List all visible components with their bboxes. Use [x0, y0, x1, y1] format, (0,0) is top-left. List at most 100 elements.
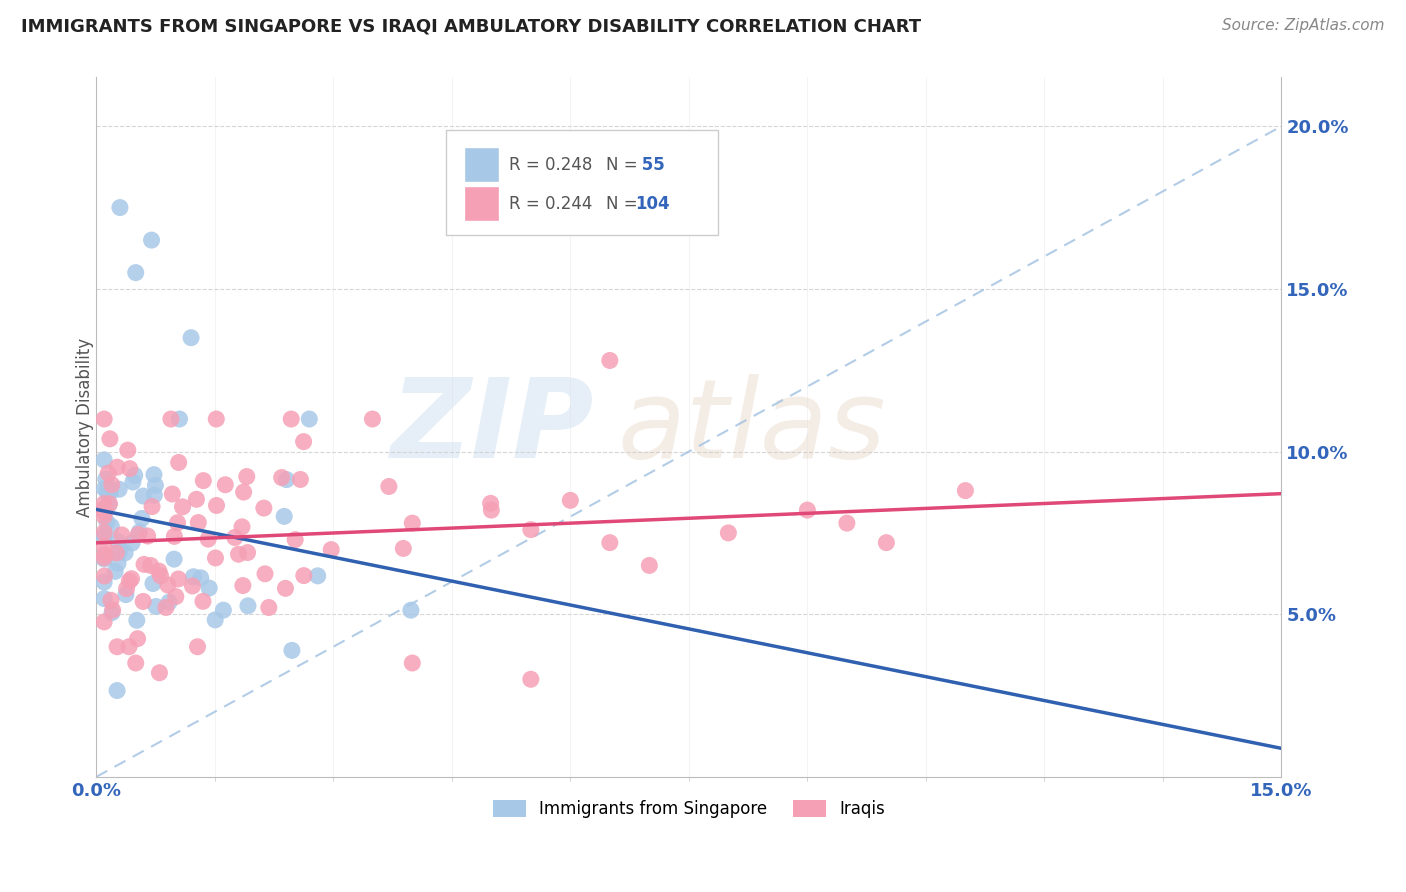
Point — [281, 643, 304, 657]
Point — [93, 482, 115, 496]
Text: R = 0.244: R = 0.244 — [509, 194, 592, 213]
Point — [93, 552, 115, 566]
Point — [280, 412, 302, 426]
Point — [93, 501, 115, 516]
Point — [193, 474, 215, 488]
Text: R = 0.248: R = 0.248 — [509, 156, 592, 174]
Point — [128, 524, 150, 539]
Point — [401, 516, 423, 530]
Point — [139, 558, 162, 573]
Point — [142, 576, 165, 591]
Point — [127, 527, 149, 541]
Point — [98, 497, 121, 511]
Point — [105, 683, 128, 698]
Point — [875, 535, 897, 549]
Point — [167, 455, 190, 469]
Point — [108, 482, 131, 496]
Legend: Immigrants from Singapore, Iraqis: Immigrants from Singapore, Iraqis — [486, 793, 891, 824]
Point — [191, 594, 214, 608]
Point — [111, 528, 134, 542]
Point — [131, 511, 153, 525]
Point — [94, 472, 117, 486]
Point — [122, 475, 145, 489]
Text: N =: N = — [606, 156, 643, 174]
Point — [96, 515, 118, 529]
Point — [307, 569, 329, 583]
Point — [183, 570, 205, 584]
Point — [599, 535, 621, 549]
Point — [93, 569, 115, 583]
Point — [162, 487, 184, 501]
Point — [717, 525, 740, 540]
Point — [118, 640, 141, 654]
Point — [96, 483, 118, 497]
Point — [125, 266, 148, 280]
Point — [156, 578, 179, 592]
Point — [93, 525, 115, 540]
Point — [157, 595, 180, 609]
Point — [125, 613, 148, 627]
Y-axis label: Ambulatory Disability: Ambulatory Disability — [76, 337, 94, 516]
FancyBboxPatch shape — [446, 130, 718, 235]
Point — [163, 529, 186, 543]
Point — [100, 593, 122, 607]
Point — [98, 483, 121, 497]
Point — [520, 673, 543, 687]
Point — [115, 588, 138, 602]
Point — [392, 541, 415, 556]
Point — [236, 545, 259, 559]
Point — [97, 466, 120, 480]
Point — [132, 594, 155, 608]
Point — [93, 412, 115, 426]
Point — [181, 579, 204, 593]
Point — [236, 469, 259, 483]
Point — [149, 569, 172, 583]
Point — [93, 453, 115, 467]
Point — [132, 489, 155, 503]
Point — [165, 590, 187, 604]
Point — [145, 599, 167, 614]
Point — [93, 509, 115, 524]
Point — [107, 557, 129, 571]
Point — [560, 493, 582, 508]
Point — [274, 582, 297, 596]
Point — [115, 582, 138, 596]
Point — [236, 599, 259, 613]
Point — [955, 483, 977, 498]
Point — [276, 473, 298, 487]
Point — [228, 547, 250, 561]
Point — [105, 460, 128, 475]
Point — [117, 443, 139, 458]
Point — [190, 571, 212, 585]
Point — [124, 468, 146, 483]
Point — [93, 591, 115, 606]
Text: ZIP: ZIP — [391, 374, 593, 481]
Point — [292, 434, 315, 449]
Text: N =: N = — [606, 194, 643, 213]
Point — [187, 516, 209, 530]
Point — [101, 606, 124, 620]
Point — [118, 461, 141, 475]
Point — [204, 551, 226, 566]
Point — [114, 546, 136, 560]
Point — [97, 498, 120, 512]
Point — [399, 603, 422, 617]
Point — [167, 572, 190, 586]
Point — [97, 487, 120, 501]
Point — [148, 665, 170, 680]
Point — [160, 412, 183, 426]
Point — [361, 412, 384, 426]
Point — [198, 581, 221, 595]
Point — [121, 572, 143, 586]
Point — [93, 503, 115, 517]
Point — [298, 412, 321, 426]
Point — [108, 201, 131, 215]
Point — [118, 574, 141, 588]
Point — [321, 542, 343, 557]
Point — [125, 656, 148, 670]
Point — [93, 575, 115, 590]
Point — [172, 500, 194, 514]
Point — [204, 613, 226, 627]
Bar — [464, 147, 499, 182]
Point — [520, 523, 543, 537]
